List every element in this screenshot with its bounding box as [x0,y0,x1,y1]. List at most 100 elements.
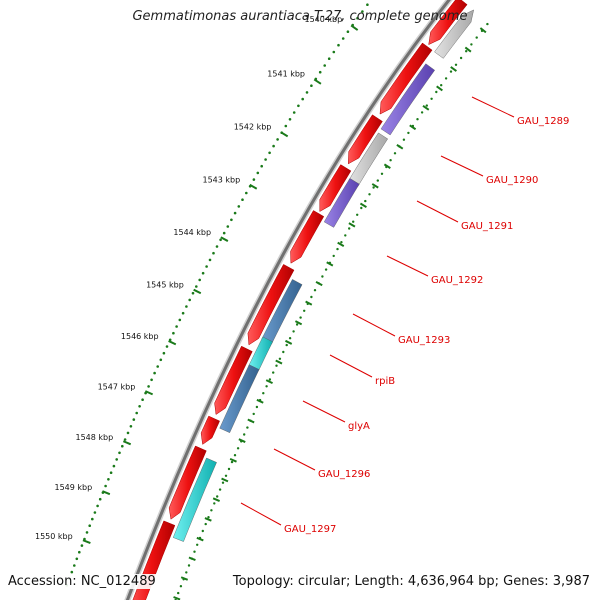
inner-track-dot [207,516,210,519]
gene-arrow-reverse [434,9,474,59]
kbp-tick-label: 1544 kbp [173,228,211,237]
ruler-dot [191,291,195,295]
inner-track-dot [376,179,379,182]
gene-callouts: GAU_1289 GAU_1290 GAU_1291 GAU_1292 GAU_1293… [240,96,569,535]
inner-track-dot [221,481,225,484]
inner-track-dot [324,268,328,271]
gene-label[interactable]: rpiB [375,376,395,387]
ruler-dot [264,158,267,161]
ruler-dot [230,218,233,222]
callout-line [440,155,484,177]
inner-track-dot [444,77,448,80]
inner-track-dot [425,104,428,107]
gene-label[interactable]: GAU_1292 [431,275,483,286]
kbp-tick-label: 1550 kbp [35,532,73,541]
inner-track-dot [356,213,359,216]
inner-track-dot [179,585,183,588]
inner-track-tick [180,576,189,581]
kbp-tick-label: 1545 kbp [146,281,184,290]
inner-track-dot [265,385,268,388]
ruler-dot [245,191,248,195]
gene-label[interactable]: GAU_1291 [461,221,513,232]
ruler-dot [162,351,166,355]
inner-track-dot [402,138,406,141]
ruler-dot [361,10,364,13]
callout-line [352,313,396,337]
gene-label[interactable]: GAU_1293 [398,335,450,346]
ruler-dot [237,205,241,208]
inner-track-dot [213,502,216,505]
ruler-dot [178,318,182,322]
gene-arrow-reverse [323,178,360,228]
inner-track-dot [486,22,489,26]
ruler-dot [115,458,118,461]
inner-track-tick [275,359,283,365]
ruler-dot [288,118,292,121]
inner-track-dot [416,118,419,121]
gene-arrow-forward [319,164,352,212]
ruler-dot [175,325,178,328]
inner-track-dot [454,63,458,66]
inner-track-dot [236,447,240,450]
inner-track-dot [430,97,433,101]
inner-track-dot [227,467,231,471]
ruler-dot [301,97,305,101]
inner-track-dot [288,337,292,340]
inner-track-dot [216,495,219,498]
ruler-dot [366,3,369,6]
inner-track-dot [193,550,196,553]
ruler-dot [126,431,130,435]
ruler-dot [323,64,327,67]
inner-track-tick [479,27,487,34]
inner-track-dot [332,254,335,258]
gene-label[interactable]: GAU_1290 [486,175,538,186]
ruler-dot [252,178,256,181]
inner-track-dot [224,474,228,477]
topology-info-text: Topology: circular; Length: 4,636,964 bp… [230,574,592,589]
inner-track-dot [372,186,375,189]
gene-label[interactable]: GAU_1297 [284,524,336,535]
inner-track-dot [344,234,347,237]
ruler-dot [310,84,313,87]
gene-arrow-reverse [219,364,260,433]
ruler-dot [121,444,124,448]
inner-track-dot [348,227,351,230]
callout-line [302,400,346,423]
map-title: Gemmatimonas aurantiaca T-27, complete g… [132,9,468,24]
inner-track-dot [465,50,468,53]
inner-track-dot [185,571,188,574]
inner-track-dot [336,247,339,251]
ruler-dot [318,70,322,74]
inner-track-dot [310,295,313,299]
callout-line [329,354,373,378]
ruler-dot [112,464,116,468]
ruler-dot [91,517,94,521]
inner-track-tick [204,517,212,522]
inner-track-tick [422,105,430,111]
gene-arrow-reverse [172,457,217,542]
ruler-dot [96,504,99,508]
inner-track-dot [420,111,424,114]
ruler-dot [73,564,76,567]
ruler-dot [141,398,144,402]
ruler-dot [118,451,121,455]
inner-track-dot [210,509,213,512]
inner-track-tick [348,222,356,228]
inner-track-dot [292,330,295,333]
kbp-tick-mark [220,236,229,242]
gene-label[interactable]: GAU_1296 [318,469,370,480]
ruler-dot [284,124,288,128]
inner-track-dot [255,405,259,409]
gene-label[interactable]: glyA [348,421,370,432]
inner-track-tick [371,183,379,189]
ruler-dot [212,251,215,255]
inner-track-dot [285,343,288,347]
inner-track-dot [299,316,302,319]
inner-track-dot [278,357,282,360]
inner-track-tick [256,398,264,404]
inner-track-tick [221,477,229,483]
gene-label[interactable]: GAU_1289 [517,116,569,127]
ruler-dot [222,231,226,235]
kbp-tick-mark [280,131,289,138]
